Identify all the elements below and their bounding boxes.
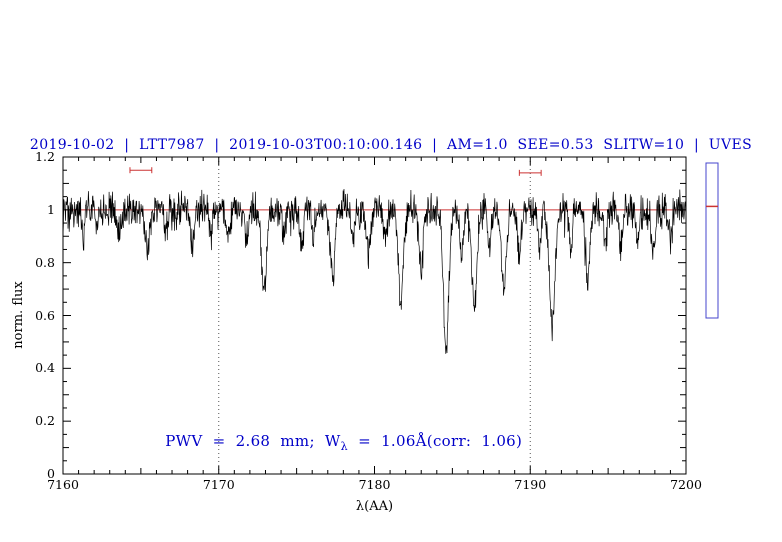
spectrum-line [62,188,687,354]
pwv-annotation-part1: PWV = 2.68 mm; W [165,432,341,450]
y-tick-label: 0.8 [35,255,55,270]
y-tick-label: 0 [47,466,55,481]
y-tick-label: 0.6 [35,308,55,323]
pwv-annotation: PWV = 2.68 mm; Wλ = 1.06Å(corr: 1.06) [145,414,522,471]
x-tick-label: 7200 [670,477,702,492]
y-tick-label: 0.4 [35,360,55,375]
pwv-annotation-part2: = 1.06Å(corr: 1.06) [347,432,523,450]
y-axis-label: norm. flux [11,281,26,349]
x-tick-label: 7190 [514,477,546,492]
pwv-annotation-sub: λ [340,440,348,453]
y-tick-label: 1 [47,202,55,217]
plot-title: 2019-10-02 | LTT7987 | 2019-10-03T00:10:… [29,137,753,153]
x-tick-label: 7170 [203,477,235,492]
y-tick-label: 1.2 [35,149,55,164]
side-gauge [705,162,719,319]
x-tick-label: 7160 [47,477,79,492]
y-tick-label: 0.2 [35,413,55,428]
x-tick-label: 7180 [359,477,391,492]
x-axis-label: λ(AA) [356,499,393,514]
